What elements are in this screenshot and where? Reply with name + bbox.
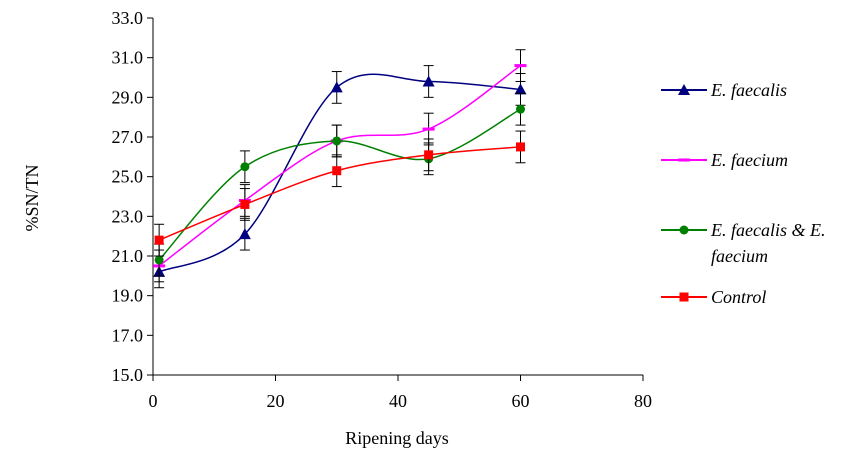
legend-label: E. faecalis	[710, 80, 787, 100]
legend-label: Control	[711, 287, 766, 307]
legend-item-1: E. faecium	[661, 150, 788, 170]
data-point	[154, 255, 164, 265]
series-line	[158, 64, 521, 267]
series-line	[158, 108, 521, 261]
y-tick-label: 15.0	[112, 365, 144, 385]
data-point	[240, 199, 250, 209]
series-line	[158, 73, 521, 273]
axes: 15.0 17.0 19.0 21.0 23.0 25.0 27.0 29.0 31.0 33.0…	[112, 8, 653, 411]
legend-label: faecium	[711, 246, 768, 266]
legend-swatch-marker	[679, 225, 689, 235]
series-line	[158, 146, 521, 241]
y-tick-label: 17.0	[112, 325, 144, 345]
data-point	[422, 75, 435, 87]
data-point	[422, 127, 435, 131]
series-0	[153, 65, 527, 289]
series-2	[154, 92, 526, 277]
y-axis-label: %SN/TN	[22, 165, 42, 232]
data-point	[330, 81, 343, 93]
legend-swatch-marker	[678, 158, 690, 162]
data-point	[514, 64, 527, 68]
x-tick-label: 60	[512, 391, 530, 411]
legend-label: E. faecalis & E.	[710, 220, 825, 240]
data-point	[154, 235, 164, 245]
legend-item-0: E. faecalis	[661, 80, 787, 100]
legend-item-3: Control	[661, 287, 766, 307]
y-tick-label: 29.0	[112, 87, 144, 107]
x-tick-label: 0	[149, 391, 158, 411]
data-point	[516, 142, 525, 152]
y-tick-label: 19.0	[112, 286, 144, 306]
data-point	[516, 104, 525, 114]
series-layer	[153, 49, 527, 289]
y-tick-label: 21.0	[112, 246, 144, 266]
y-tick-label: 25.0	[112, 167, 144, 187]
y-tick-label: 23.0	[112, 206, 144, 226]
data-point	[240, 162, 250, 172]
series-3	[154, 130, 526, 257]
legend-item-2: E. faecalis & E. faecium	[661, 220, 825, 266]
y-tick-label: 27.0	[112, 127, 144, 147]
x-tick-label: 80	[634, 391, 652, 411]
y-tick-label: 33.0	[112, 8, 144, 28]
x-tick-label: 20	[267, 391, 285, 411]
data-point	[332, 166, 342, 176]
x-tick-label: 40	[389, 391, 407, 411]
data-point	[424, 150, 434, 160]
legend-swatch-marker	[679, 292, 689, 302]
data-point	[332, 136, 342, 146]
data-point	[238, 228, 251, 240]
data-point	[514, 83, 527, 95]
legend-label: E. faecium	[710, 150, 788, 170]
y-tick-label: 31.0	[112, 48, 144, 68]
legend-swatch-marker	[678, 84, 690, 95]
legend: E. faecalis E. faecium E. faecalis & E. fae…	[661, 80, 825, 307]
x-axis-label: Ripening days	[345, 428, 449, 448]
